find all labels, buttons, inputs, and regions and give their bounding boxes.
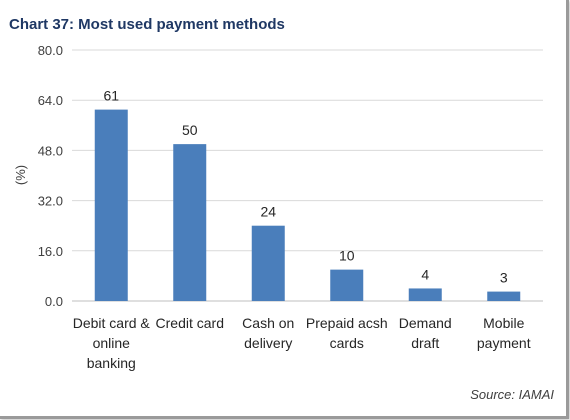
data-label: 61: [103, 88, 119, 104]
y-axis-ticks: 0.0 16.0 32.0 48.0 64.0 80.0: [38, 43, 63, 309]
bar: [330, 269, 364, 301]
y-tick-label: 16.0: [38, 244, 63, 259]
y-tick-label: 80.0: [38, 43, 63, 58]
y-tick-label: 0.0: [45, 294, 63, 309]
y-tick-label: 48.0: [38, 143, 63, 158]
y-tick-label: 64.0: [38, 93, 63, 108]
x-category-label: Debit card & online banking: [73, 315, 151, 371]
bar: [408, 288, 442, 301]
bar: [94, 109, 128, 301]
x-axis-categories: Debit card & online banking Credit card Cash…: [73, 315, 531, 371]
x-category-label: Demand draft: [399, 315, 452, 351]
data-label: 50: [182, 122, 198, 138]
bar: [251, 225, 285, 301]
bar: [173, 144, 207, 301]
data-label: 3: [500, 270, 508, 286]
chart-title: Chart 37: Most used payment methods: [9, 16, 285, 33]
bar: [487, 291, 521, 301]
bars: [94, 109, 521, 301]
data-label: 10: [339, 248, 355, 264]
source-note: Source: IAMAI: [470, 387, 554, 402]
data-labels: 61 50 24 10 4 3: [103, 88, 507, 286]
data-label: 24: [260, 204, 276, 220]
data-label: 4: [421, 266, 429, 282]
x-category-label: Prepaid acsh cards: [306, 315, 388, 351]
x-category-label: Cash on delivery: [242, 315, 294, 351]
y-axis-label: (%): [13, 165, 28, 185]
x-category-label: Mobile payment: [477, 315, 531, 351]
y-tick-label: 32.0: [38, 194, 63, 209]
x-category-label: Credit card: [156, 315, 224, 331]
gridlines: [72, 49, 543, 302]
